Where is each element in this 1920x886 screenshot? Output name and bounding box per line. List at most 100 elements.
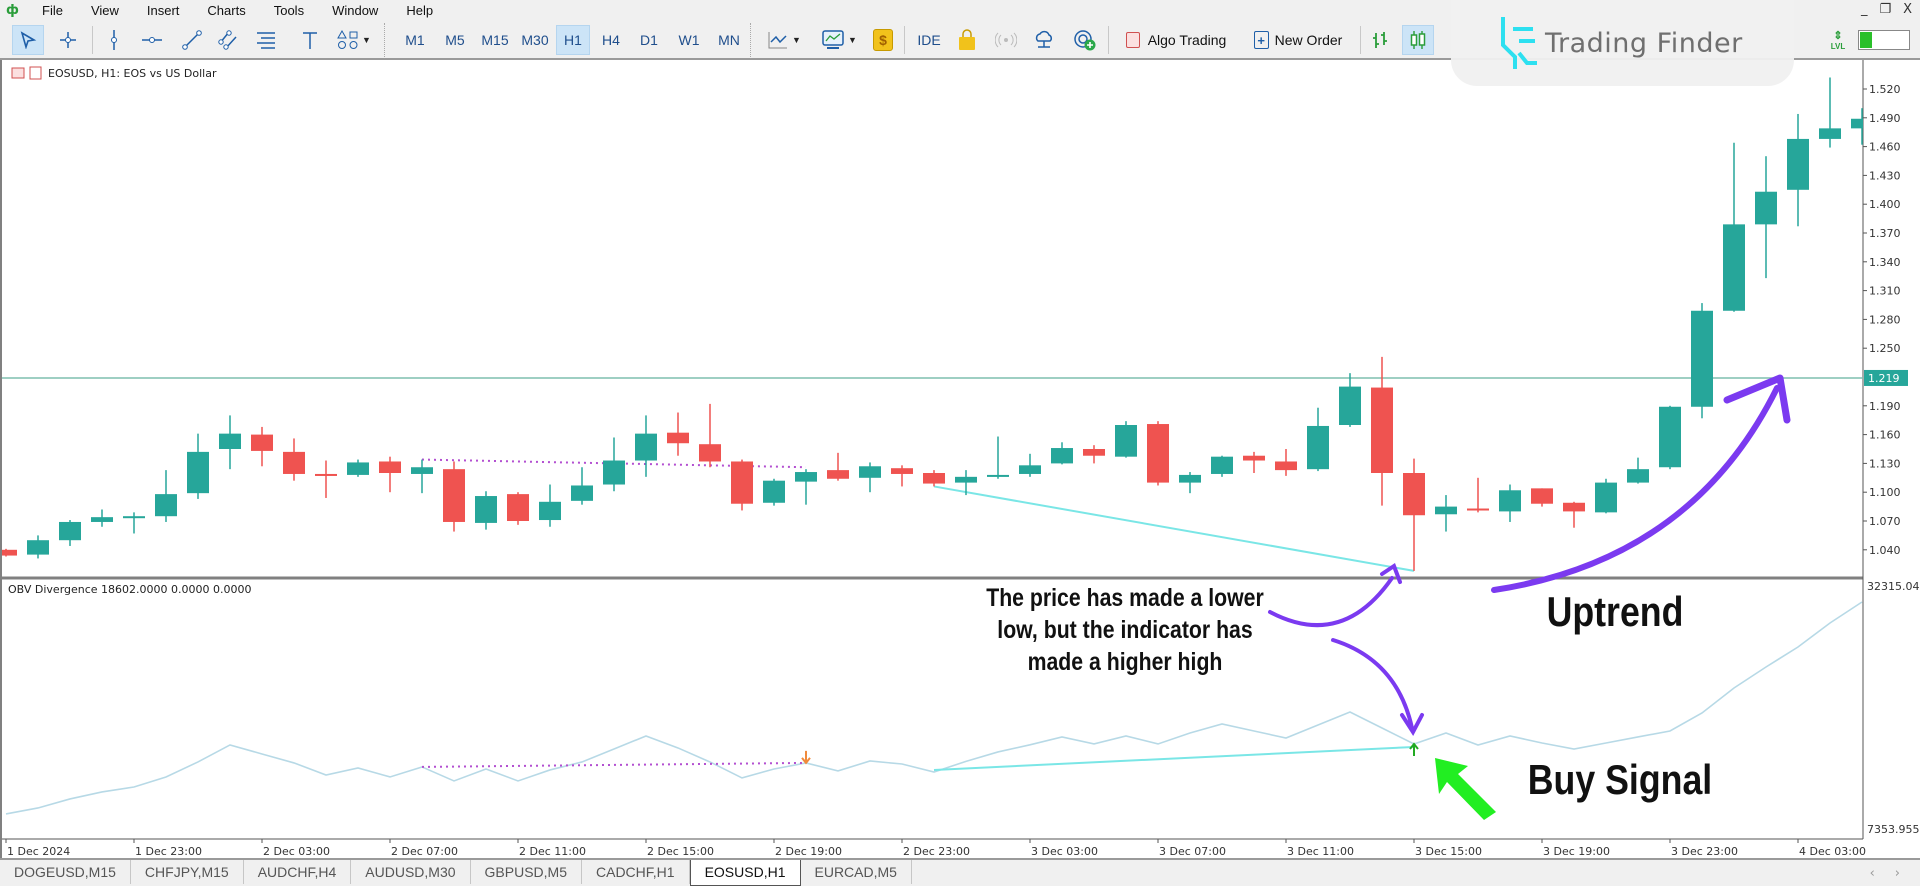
candle-body xyxy=(2,549,17,556)
app-logo-icon: ф xyxy=(6,2,19,18)
chart-tab[interactable]: GBPUSD,M5 xyxy=(471,860,582,884)
timeframe-h1[interactable]: H1 xyxy=(556,25,590,55)
price-tick-label: 1.190 xyxy=(1869,400,1901,413)
candle-body xyxy=(1083,449,1105,456)
candle-body xyxy=(1147,424,1169,483)
cloud-icon xyxy=(1035,30,1053,48)
fibonacci-button[interactable] xyxy=(252,25,280,55)
shapes-button[interactable]: ▼ xyxy=(332,25,376,55)
bar-chart-button[interactable] xyxy=(1366,25,1394,55)
price-tick-label: 1.490 xyxy=(1869,112,1901,125)
time-tick-label: 3 Dec 19:00 xyxy=(1543,845,1610,858)
shop-button[interactable] xyxy=(954,25,980,55)
shopping-bag-icon xyxy=(959,29,975,50)
vertical-line-icon xyxy=(111,30,117,50)
text-tool-button[interactable] xyxy=(296,25,324,55)
chart-tab[interactable]: CADCHF,H1 xyxy=(582,860,690,884)
ide-button[interactable]: IDE xyxy=(917,32,941,48)
trendline-icon xyxy=(182,30,202,50)
chevron-down-icon: ▼ xyxy=(792,35,801,45)
timeframe-m5[interactable]: M5 xyxy=(445,32,465,48)
new-order-button[interactable]: + New Order xyxy=(1244,25,1352,55)
uptrend-annotation: Uptrend xyxy=(1546,588,1684,635)
menu-help[interactable]: Help xyxy=(406,2,434,18)
price-chart[interactable]: EOSUSD, H1: EOS vs US Dollar OBV Divergen… xyxy=(2,60,1920,858)
cloud-button[interactable] xyxy=(1030,25,1058,55)
obv-divergence-dotted-line xyxy=(421,761,807,768)
timeframe-d1[interactable]: D1 xyxy=(640,32,658,48)
chart-tab[interactable]: EURCAD,M5 xyxy=(801,860,912,884)
menu-view[interactable]: View xyxy=(90,2,119,18)
signals-button[interactable] xyxy=(992,25,1020,55)
menu-tools[interactable]: Tools xyxy=(273,2,305,18)
price-tick-label: 1.520 xyxy=(1869,83,1901,96)
candle-body xyxy=(1371,387,1393,473)
chart-tab[interactable]: AUDUSD,M30 xyxy=(351,860,471,884)
candle-body xyxy=(1851,118,1863,129)
vps-icon xyxy=(1074,30,1096,51)
line-chart-icon xyxy=(768,32,788,49)
scroll-right-icon[interactable]: › xyxy=(1894,866,1900,881)
price-tick-label: 1.040 xyxy=(1869,544,1901,557)
candlestick-chart-button[interactable] xyxy=(1402,25,1434,55)
candle-body xyxy=(1755,191,1777,225)
channel-button[interactable] xyxy=(214,25,242,55)
menu-insert[interactable]: Insert xyxy=(146,2,180,18)
crosshair-tool-button[interactable] xyxy=(52,25,84,55)
menu-file[interactable]: File xyxy=(42,2,63,18)
time-tick-label: 3 Dec 07:00 xyxy=(1159,845,1226,858)
chart-type-button[interactable]: ▼ xyxy=(762,25,806,55)
candle-body xyxy=(635,433,657,461)
timeframe-m30[interactable]: M30 xyxy=(521,32,549,48)
chart-tab[interactable]: DOGEUSD,M15 xyxy=(0,860,131,884)
chart-window[interactable]: EOSUSD, H1: EOS vs US Dollar OBV Divergen… xyxy=(0,60,1920,858)
candle-body xyxy=(1051,448,1073,464)
candle-body xyxy=(283,451,305,474)
menu-charts[interactable]: Charts xyxy=(207,2,246,18)
candle-body xyxy=(1691,310,1713,407)
cursor-tool-button[interactable] xyxy=(12,25,44,55)
timeframe-m1[interactable]: M1 xyxy=(405,32,425,48)
horizontal-line-button[interactable] xyxy=(138,25,166,55)
candle-body xyxy=(91,517,113,522)
vps-button[interactable] xyxy=(1070,25,1100,55)
candle-body xyxy=(955,476,977,483)
timeframe-h4[interactable]: H4 xyxy=(602,32,620,48)
close-button[interactable]: X xyxy=(1903,2,1912,17)
minimize-button[interactable]: _ xyxy=(1860,2,1868,17)
algo-trading-button[interactable]: Algo Trading xyxy=(1116,25,1236,55)
restore-button[interactable]: ❐ xyxy=(1879,2,1892,17)
candle-body xyxy=(1435,506,1457,515)
text-icon xyxy=(303,32,317,49)
connection-bar-icon xyxy=(1858,30,1910,50)
current-price-badge xyxy=(1864,369,1908,386)
candle-body xyxy=(443,469,465,522)
levels-button[interactable]: ⇕ LVL xyxy=(1830,30,1846,51)
market-button[interactable]: $ xyxy=(870,25,896,55)
price-tick-label: 1.310 xyxy=(1869,285,1901,298)
candle-body xyxy=(1531,488,1553,504)
timeframe-m15[interactable]: M15 xyxy=(481,32,509,48)
timeframe-w1[interactable]: W1 xyxy=(678,32,700,48)
chart-tab[interactable]: AUDCHF,H4 xyxy=(244,860,352,884)
connection-status-indicator xyxy=(1856,25,1912,55)
chart-tab[interactable]: EOSUSD,H1 xyxy=(689,860,801,886)
candlestick-icon xyxy=(1410,31,1426,49)
candle-body xyxy=(1467,508,1489,511)
timeframe-mn[interactable]: MN xyxy=(718,32,740,48)
chart-tab[interactable]: CHFJPY,M15 xyxy=(131,860,244,884)
time-tick-label: 1 Dec 2024 xyxy=(7,845,70,858)
vertical-line-button[interactable] xyxy=(100,25,128,55)
price-tick-label: 1.460 xyxy=(1869,141,1901,154)
candle-body xyxy=(1403,473,1425,516)
bar-chart-icon xyxy=(1373,32,1387,48)
buy-signal-annotation: Buy Signal xyxy=(1527,756,1713,803)
time-tick-label: 3 Dec 03:00 xyxy=(1031,845,1098,858)
menu-window[interactable]: Window xyxy=(332,2,379,18)
time-tick-label: 3 Dec 11:00 xyxy=(1287,845,1354,858)
trendline-button[interactable] xyxy=(178,25,206,55)
indicators-button[interactable]: ▼ xyxy=(816,25,862,55)
time-tick-label: 4 Dec 03:00 xyxy=(1799,845,1866,858)
symbol-list-icon xyxy=(11,67,25,79)
scroll-left-icon[interactable]: ‹ xyxy=(1869,866,1875,881)
